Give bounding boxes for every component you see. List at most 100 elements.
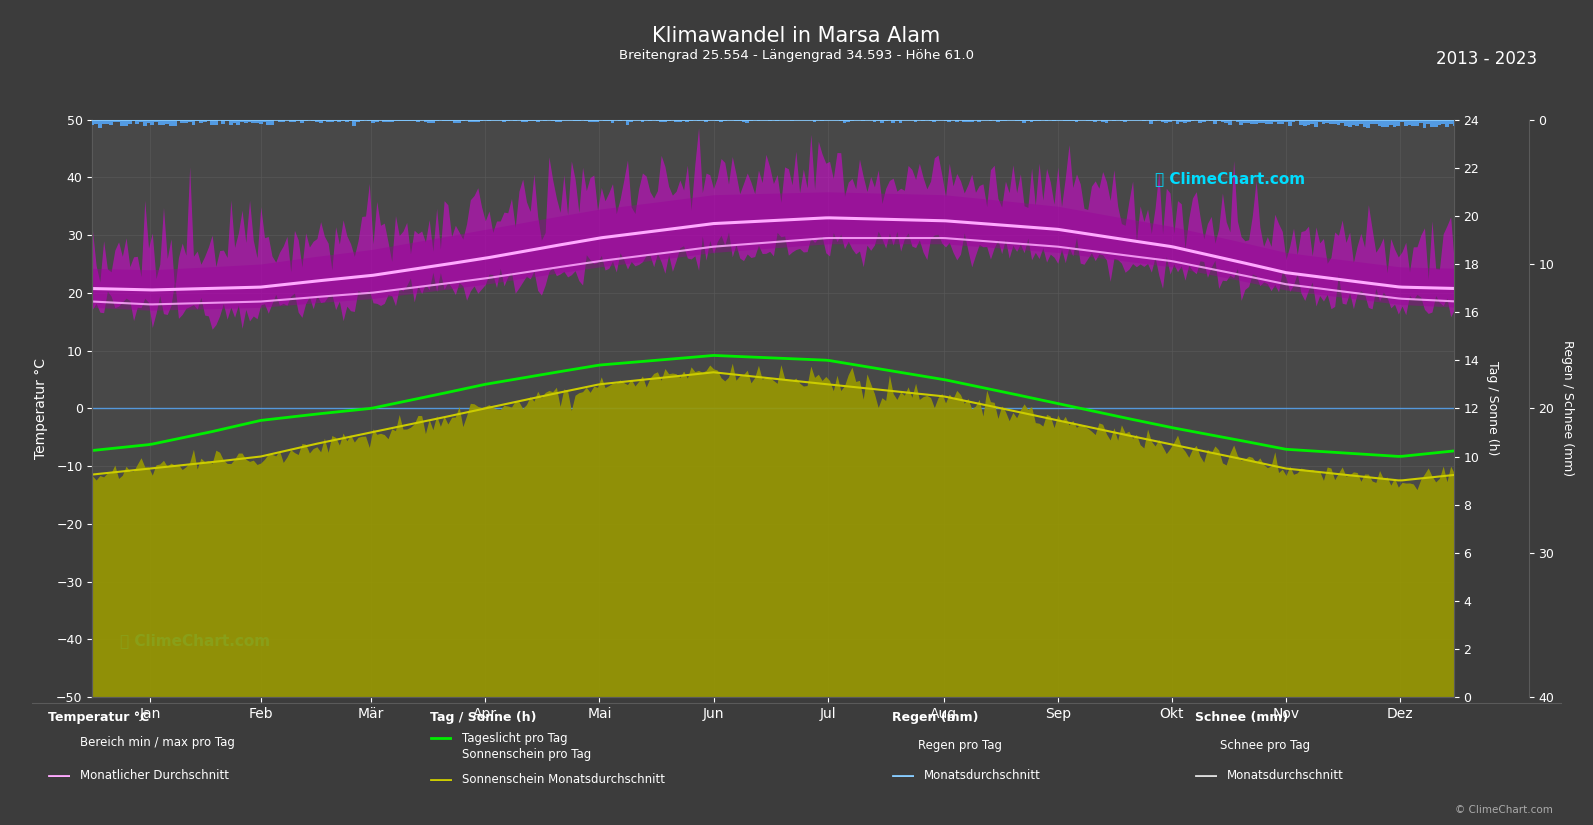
Bar	[604, 120, 607, 121]
Text: Monatlicher Durchschnitt: Monatlicher Durchschnitt	[80, 769, 229, 782]
Bar	[1340, 120, 1344, 124]
Bar	[1026, 120, 1029, 121]
Bar	[1453, 120, 1456, 126]
Bar	[1029, 120, 1034, 122]
Bar	[1370, 120, 1373, 124]
Bar	[879, 120, 884, 123]
Bar	[746, 120, 749, 123]
Bar	[408, 120, 413, 121]
Bar	[1184, 120, 1187, 123]
Bar	[1329, 120, 1333, 125]
Bar	[1270, 120, 1273, 124]
Bar	[551, 120, 554, 121]
Bar	[1284, 120, 1287, 122]
Text: Klimawandel in Marsa Alam: Klimawandel in Marsa Alam	[653, 26, 940, 46]
Bar	[315, 120, 319, 122]
Bar	[1090, 120, 1093, 121]
Bar	[1217, 120, 1220, 121]
Bar	[110, 120, 113, 125]
Y-axis label: Temperatur °C: Temperatur °C	[33, 358, 48, 459]
Bar	[221, 120, 225, 124]
Bar	[690, 120, 693, 121]
Bar	[296, 120, 299, 121]
Bar	[1273, 120, 1276, 122]
Bar	[99, 120, 102, 128]
Bar	[1322, 120, 1325, 124]
Bar	[1179, 120, 1184, 122]
Bar	[1287, 120, 1292, 125]
Bar	[382, 120, 386, 121]
Bar	[1120, 120, 1123, 121]
Bar	[405, 120, 408, 121]
Bar	[357, 120, 360, 122]
Bar	[929, 120, 932, 121]
Bar	[667, 120, 671, 121]
Bar	[479, 120, 483, 121]
Bar	[873, 120, 876, 122]
Bar	[535, 120, 540, 122]
Y-axis label: Tag / Sonne (h): Tag / Sonne (h)	[1486, 361, 1499, 455]
Bar	[147, 120, 150, 124]
Bar	[1251, 120, 1254, 124]
Bar	[368, 120, 371, 121]
Bar	[1212, 120, 1217, 124]
Bar	[188, 120, 191, 122]
Bar	[1168, 120, 1172, 122]
Bar	[213, 120, 218, 125]
Text: Monatsdurchschnitt: Monatsdurchschnitt	[1227, 769, 1343, 782]
Text: Sonnenschein Monatsdurchschnitt: Sonnenschein Monatsdurchschnitt	[462, 773, 664, 786]
Bar	[1164, 120, 1168, 123]
Bar	[932, 120, 937, 122]
Text: © ClimeChart.com: © ClimeChart.com	[1456, 805, 1553, 815]
Bar	[143, 120, 147, 126]
Bar	[749, 120, 753, 121]
Bar	[252, 120, 255, 123]
Bar	[1423, 120, 1426, 128]
Bar	[954, 120, 959, 121]
Bar	[640, 120, 644, 122]
Bar	[1400, 120, 1403, 122]
Bar	[449, 120, 454, 121]
Bar	[513, 120, 518, 121]
Bar	[1236, 120, 1239, 122]
Bar	[266, 120, 271, 125]
Bar	[1262, 120, 1265, 123]
Bar	[846, 120, 851, 122]
Bar	[1426, 120, 1431, 124]
Bar	[1303, 120, 1306, 126]
Text: Schnee (mm): Schnee (mm)	[1195, 711, 1289, 724]
Bar	[386, 120, 390, 122]
Text: 🌍 ClimeChart.com: 🌍 ClimeChart.com	[1155, 172, 1305, 186]
Bar	[768, 120, 771, 121]
Bar	[1225, 120, 1228, 123]
Bar	[502, 120, 507, 121]
Bar	[1325, 120, 1329, 124]
Bar	[468, 120, 472, 121]
Bar	[1442, 120, 1445, 124]
Bar	[1228, 120, 1231, 125]
Bar	[1348, 120, 1351, 127]
Bar	[1176, 120, 1179, 125]
Bar	[1448, 120, 1453, 125]
Bar	[543, 120, 546, 121]
Bar	[812, 120, 817, 122]
Bar	[1337, 120, 1340, 125]
Bar	[1247, 120, 1251, 123]
Bar	[996, 120, 1000, 122]
Bar	[352, 120, 357, 125]
Bar	[554, 120, 558, 122]
Bar	[1397, 120, 1400, 125]
Text: Monatsdurchschnitt: Monatsdurchschnitt	[924, 769, 1040, 782]
Bar	[1311, 120, 1314, 124]
Bar	[948, 120, 951, 122]
Text: Temperatur °C: Temperatur °C	[48, 711, 150, 724]
Bar	[199, 120, 202, 123]
Bar	[255, 120, 260, 123]
Text: Breitengrad 25.554 - Längengrad 34.593 - Höhe 61.0: Breitengrad 25.554 - Längengrad 34.593 -…	[620, 50, 973, 63]
Bar	[1276, 120, 1281, 125]
Bar	[890, 120, 895, 123]
Bar	[158, 120, 161, 125]
Bar	[1386, 120, 1389, 126]
Bar	[1445, 120, 1448, 126]
Bar	[1378, 120, 1381, 125]
